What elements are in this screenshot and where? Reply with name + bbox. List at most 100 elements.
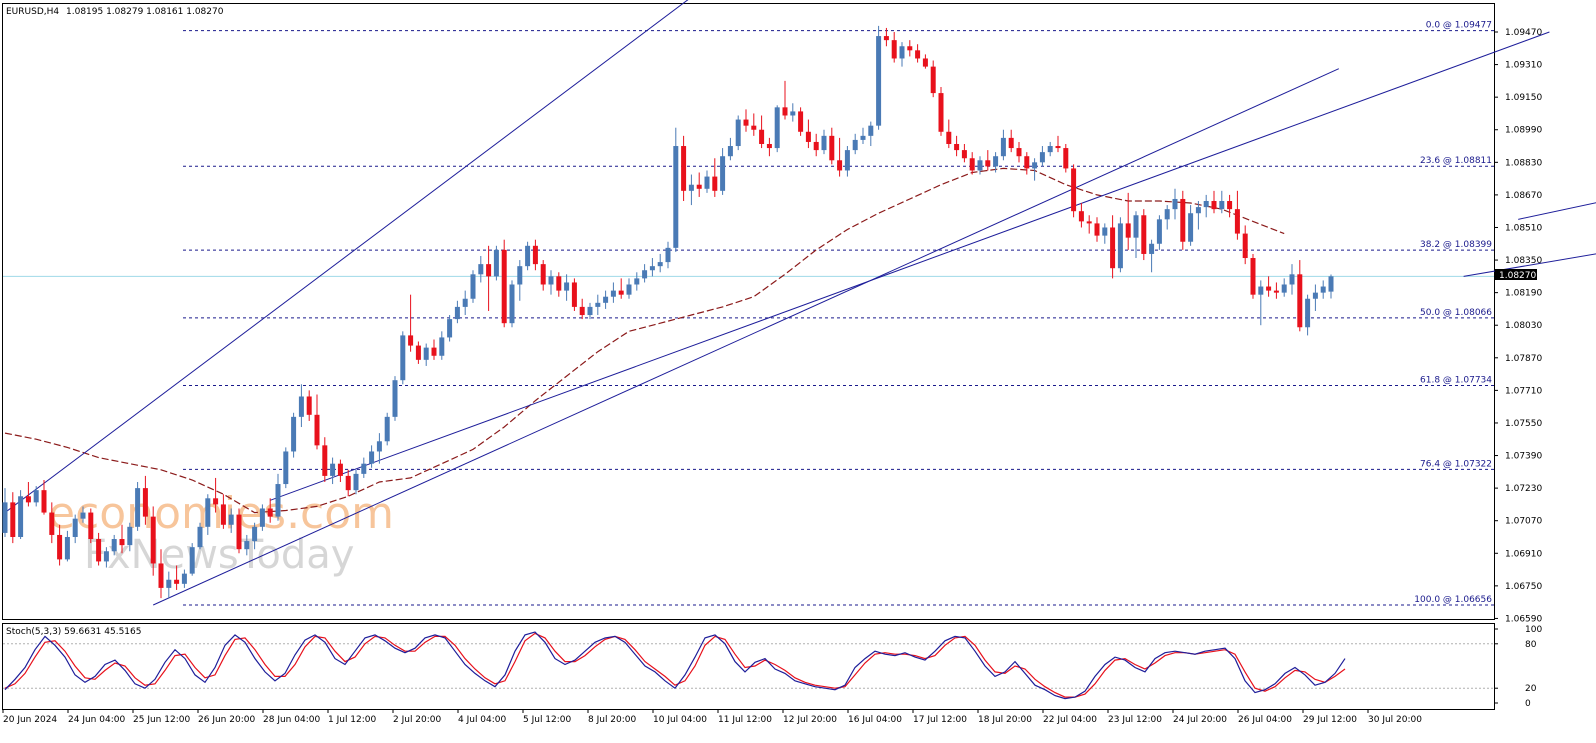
candle [353, 469, 359, 495]
price-tick-label: 1.08190 [1505, 289, 1542, 299]
candle-body [213, 498, 219, 505]
candle [657, 253, 663, 273]
watermark: economies.com FxNewsToday [48, 488, 394, 578]
price-tick-label: 1.08830 [1505, 158, 1542, 168]
time-tick-label: 24 Jul 20:00 [1173, 715, 1227, 725]
candle [798, 107, 804, 136]
candle-body [1117, 223, 1123, 269]
candle-body [821, 135, 827, 151]
candle-body [330, 463, 336, 476]
candle-body [345, 475, 351, 491]
candle [1203, 194, 1209, 218]
candle [1211, 190, 1217, 214]
time-tick-label: 17 Jul 12:00 [913, 715, 967, 725]
candle [1133, 211, 1139, 259]
candle-body [135, 488, 141, 527]
candle [993, 152, 999, 173]
fib-label: 61.8 @ 1.07734 [1420, 375, 1492, 385]
chart-header: EURUSD,H4 1.08195 1.08279 1.08161 1.0827… [6, 7, 224, 17]
candle-body [478, 264, 484, 275]
main-price-pane[interactable] [2, 3, 1495, 620]
candle [556, 272, 562, 297]
candle [291, 412, 297, 458]
candle-body [712, 176, 718, 191]
candle-body [1102, 227, 1108, 236]
candle-body [2, 502, 8, 533]
candle [720, 148, 726, 195]
candle-body [735, 119, 741, 147]
candle-body [1188, 213, 1194, 242]
price-tick-label: 1.08030 [1505, 321, 1542, 331]
candle [727, 137, 733, 161]
candle [564, 274, 570, 301]
stoch-tick-label: 100 [1525, 625, 1542, 635]
candle-body [1071, 168, 1077, 212]
price-tick-label: 1.09310 [1505, 61, 1542, 71]
time-tick-label: 2 Jul 20:00 [393, 715, 442, 725]
candle [532, 239, 538, 271]
candle [571, 278, 577, 311]
candle-body [876, 36, 882, 126]
candle-body [1172, 198, 1178, 210]
candle [236, 508, 242, 554]
candle-body [119, 539, 125, 546]
candle [665, 241, 671, 269]
candle [127, 522, 133, 552]
candle [25, 482, 31, 507]
time-tick-label: 30 Jul 20:00 [1368, 715, 1422, 725]
candle-body [1328, 276, 1334, 292]
candle-body [1227, 201, 1233, 210]
candle-body [415, 345, 421, 360]
candle-body [1016, 148, 1022, 157]
candle [49, 502, 55, 544]
candle [821, 129, 827, 155]
candle [1008, 129, 1014, 153]
candle-body [447, 319, 453, 338]
candle [954, 135, 960, 157]
candle [10, 492, 16, 544]
candle-body [259, 508, 265, 527]
time-tick-label: 26 Jun 20:00 [198, 715, 255, 725]
candle [259, 504, 265, 531]
candle [774, 105, 780, 153]
candle [681, 135, 687, 202]
candle [1172, 188, 1178, 220]
candle-body [673, 146, 679, 248]
fib-label: 50.0 @ 1.08066 [1420, 308, 1492, 318]
candle [1078, 203, 1084, 228]
candle [1086, 215, 1092, 234]
candle-body [805, 131, 811, 142]
channel-line [270, 31, 1550, 501]
candle [883, 27, 889, 47]
candle-body [1000, 137, 1006, 157]
ma-line [4, 167, 1285, 514]
candle [400, 331, 406, 385]
ohlc-values: 1.08195 1.08279 1.08161 1.08270 [66, 7, 224, 17]
candle [384, 412, 390, 446]
candle [946, 119, 952, 149]
candle-body [103, 551, 109, 562]
candle-body [111, 539, 117, 552]
candle [486, 245, 492, 311]
candle [587, 302, 593, 320]
candle [805, 119, 811, 149]
candle-body [88, 512, 94, 540]
candle-body [369, 451, 375, 464]
candle [423, 343, 429, 366]
candle [2, 488, 8, 537]
candle-body [1305, 298, 1311, 328]
candle [174, 565, 180, 590]
candle [634, 272, 640, 291]
candle-body [1063, 148, 1069, 169]
price-tick-label: 1.07390 [1505, 452, 1542, 462]
candle-body [509, 284, 515, 324]
price-tick-label: 1.09150 [1505, 93, 1542, 103]
candle-body [376, 441, 382, 452]
candle-body [907, 46, 913, 51]
candle [688, 174, 694, 206]
candle-body [439, 337, 445, 356]
candle [80, 506, 86, 523]
candle-body [1203, 201, 1209, 208]
candle [111, 534, 117, 556]
channel-line [1518, 202, 1596, 220]
